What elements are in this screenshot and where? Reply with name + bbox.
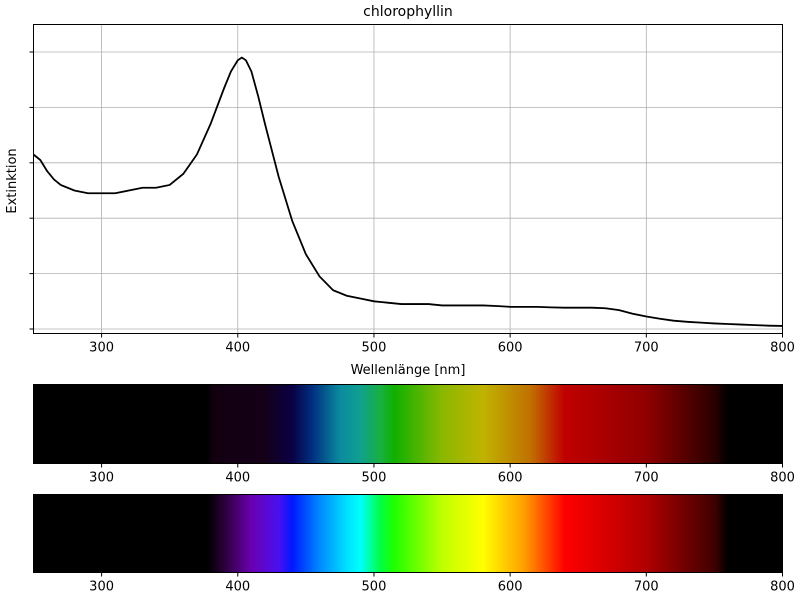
x-tick-label: 300 bbox=[89, 471, 114, 486]
x-axis-label: Wellenlänge [nm] bbox=[351, 363, 466, 378]
x-tick-label: 700 bbox=[634, 471, 659, 486]
x-tick-label: 400 bbox=[225, 341, 250, 356]
plot-frame bbox=[33, 24, 783, 334]
x-tick-label: 800 bbox=[770, 341, 795, 356]
absorbed-spectrum-strip bbox=[33, 384, 783, 464]
full-spectrum-ticks: 300 400 500 600 700 800 bbox=[89, 572, 795, 595]
x-tick-label: 800 bbox=[770, 580, 795, 595]
x-tick-label: 800 bbox=[770, 471, 795, 486]
full-spectrum-strip bbox=[33, 494, 783, 573]
x-tick-label: 600 bbox=[498, 341, 523, 356]
x-tick-label: 300 bbox=[89, 580, 114, 595]
x-tick-label: 500 bbox=[362, 341, 387, 356]
x-tick-label: 600 bbox=[498, 580, 523, 595]
x-tick-label: 300 bbox=[89, 341, 114, 356]
x-tick-label: 600 bbox=[498, 471, 523, 486]
x-tick-label: 700 bbox=[634, 580, 659, 595]
x-tick-label: 400 bbox=[225, 580, 250, 595]
x-tick-label: 700 bbox=[634, 341, 659, 356]
x-tick-label: 500 bbox=[362, 580, 387, 595]
y-axis-label: Extinktion bbox=[5, 148, 20, 213]
chart-title: chlorophyllin bbox=[363, 4, 453, 20]
x-tick-label: 500 bbox=[362, 471, 387, 486]
full-spectrum-bar: 300 400 500 600 700 800 bbox=[33, 494, 795, 595]
x-tick-label: 400 bbox=[225, 471, 250, 486]
plot-area bbox=[33, 24, 783, 334]
absorbed-spectrum-bar: 300 400 500 600 700 800 bbox=[33, 384, 795, 486]
y-axis-ticks bbox=[29, 51, 34, 330]
x-axis-ticks: 300 400 500 600 700 800 bbox=[89, 333, 795, 356]
absorbed-spectrum-ticks: 300 400 500 600 700 800 bbox=[89, 463, 795, 486]
absorbance-curve bbox=[32, 56, 783, 327]
absorbance-plot: chlorophyllin 300 400 500 600 700 800 Wellenl… bbox=[5, 4, 795, 378]
